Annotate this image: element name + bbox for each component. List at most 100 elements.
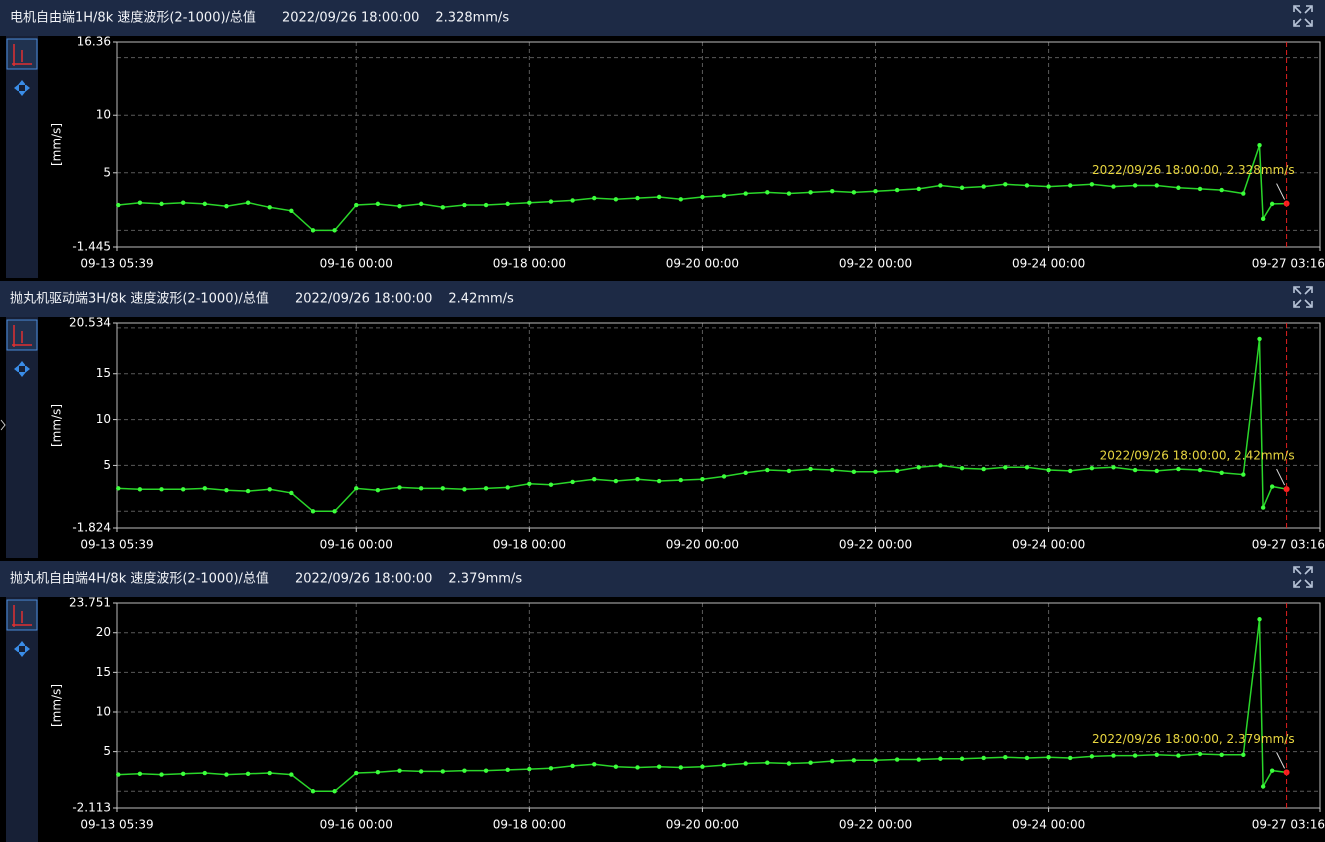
y-tick-label: 10 [96, 108, 111, 122]
data-point [440, 205, 445, 210]
data-point [1176, 466, 1181, 472]
data-point [1269, 484, 1275, 489]
y-axis-icon [12, 44, 32, 66]
data-point [743, 191, 748, 196]
data-point [592, 195, 597, 201]
data-point [397, 768, 402, 773]
panel-time: 2022/09/26 18:00:00 [295, 292, 432, 307]
expand-button[interactable] [1293, 5, 1313, 27]
data-point [310, 509, 316, 514]
annotation: 2022/09/26 18:00:00, 2.42mm/s [1100, 449, 1295, 463]
data-point [137, 771, 143, 777]
data-point [938, 756, 943, 761]
data-point [375, 487, 381, 493]
expand-button[interactable] [1293, 566, 1313, 588]
panel-title: 电机自由端1H/8k 速度波形(2-1000)/总值 [10, 10, 256, 26]
data-point [851, 190, 857, 195]
data-point [527, 766, 532, 772]
data-point [462, 202, 467, 208]
y-axis-label: [mm/s] [50, 684, 64, 727]
data-point [418, 201, 424, 207]
data-point [916, 186, 921, 192]
x-tick-label: 09-13 05:39 [80, 538, 153, 552]
data-point [830, 189, 835, 194]
collapse-arrow[interactable] [0, 419, 6, 431]
data-point [1132, 753, 1138, 758]
data-point [1024, 465, 1030, 470]
data-point [1219, 752, 1224, 757]
data-point [202, 770, 208, 776]
data-point [116, 202, 121, 208]
data-point [678, 197, 683, 202]
data-point [700, 764, 705, 769]
plot-frame [116, 41, 1321, 248]
data-point [700, 194, 705, 200]
data-point [354, 202, 359, 208]
x-tick-label: 09-27 03:16 [1252, 538, 1325, 552]
y-tick-label: 10 [96, 704, 111, 718]
data-point [808, 466, 813, 472]
data-point [418, 769, 424, 774]
data-point [635, 765, 640, 770]
data-point [570, 763, 575, 769]
data-point [1068, 755, 1073, 761]
data-point [959, 465, 965, 471]
x-tick-label: 09-24 00:00 [1012, 538, 1085, 552]
data-point [1219, 187, 1224, 193]
y-tick-label: 15 [96, 366, 111, 380]
data-point [483, 202, 489, 208]
x-tick-label: 09-18 00:00 [493, 257, 566, 271]
panel-value: 2.328mm/s [435, 11, 509, 26]
x-tick-label: 09-24 00:00 [1012, 257, 1085, 271]
y-tick-label: 15 [96, 665, 111, 679]
data-point [959, 185, 965, 190]
data-point [1176, 753, 1181, 758]
data-point [678, 765, 683, 770]
data-point [635, 476, 640, 482]
data-point [873, 758, 878, 763]
data-point [1132, 467, 1138, 473]
data-point [1269, 201, 1275, 207]
expand-button[interactable] [1293, 286, 1313, 308]
x-tick-label: 09-27 03:16 [1252, 818, 1325, 832]
data-point [1132, 183, 1138, 188]
data-point [505, 767, 510, 773]
data-point [981, 184, 986, 189]
data-point [1197, 751, 1203, 757]
data-point [1089, 465, 1095, 471]
data-point [354, 770, 359, 776]
data-point [786, 468, 792, 474]
data-point [505, 485, 510, 490]
pan-button[interactable] [14, 361, 30, 377]
y-axis-label: [mm/s] [50, 404, 64, 447]
data-point [440, 769, 445, 774]
pan-button[interactable] [14, 641, 30, 657]
y-tick-label: 20 [96, 625, 111, 639]
panel-header [0, 0, 1325, 36]
data-point [1068, 468, 1073, 474]
data-point [245, 488, 251, 494]
annotation-leader [1276, 468, 1286, 486]
pan-button[interactable] [14, 80, 30, 96]
data-point [894, 187, 900, 193]
y-tick-label: 20.534 [69, 316, 111, 330]
data-point [613, 197, 619, 202]
data-point [332, 789, 337, 794]
data-point [224, 772, 229, 777]
data-point [916, 757, 921, 762]
data-point [159, 201, 164, 207]
plot-frame [116, 602, 1321, 809]
data-point [332, 509, 337, 514]
y-axis-icon [12, 325, 32, 347]
data-point [1257, 617, 1262, 622]
data-point [397, 485, 402, 490]
data-point [1219, 470, 1224, 475]
x-tick-label: 09-16 00:00 [320, 257, 393, 271]
data-point [743, 470, 748, 475]
data-point [224, 487, 229, 493]
data-point [981, 755, 986, 761]
y-tick-label: 5 [103, 744, 111, 758]
data-point [1089, 182, 1095, 187]
data-point [332, 228, 337, 233]
data-point [613, 764, 619, 769]
